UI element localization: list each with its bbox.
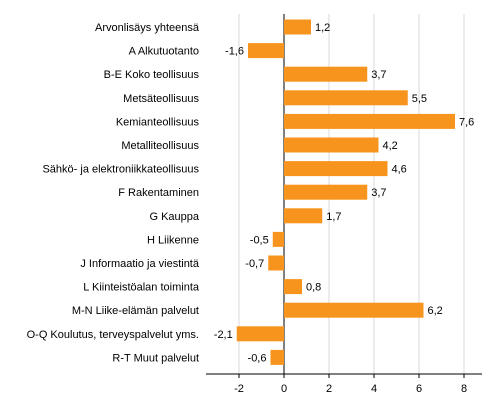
data-label: 1,2 [315,22,330,34]
bar [284,184,368,200]
x-tick-label: 2 [326,383,332,395]
data-label: -0,5 [250,234,269,246]
category-label: Metsäteollisuus [123,93,199,105]
category-label: J Informaatio ja viestintä [80,258,199,270]
data-label: -2,1 [214,329,233,341]
bar [270,349,284,365]
bar [284,113,455,129]
bar [284,90,408,106]
bar [284,279,302,295]
category-label: H Liikenne [147,234,199,246]
bar [284,66,368,82]
category-label: Sähkö- ja elektroniikkateollisuus [42,164,199,176]
data-label: 0,8 [306,282,321,294]
bar [284,302,424,318]
data-label: 6,2 [428,305,443,317]
bar [284,19,311,35]
x-tick-label: 8 [461,383,467,395]
category-label: A Alkutuotanto [129,46,199,58]
data-label: 4,2 [383,140,398,152]
data-label: -1,6 [225,46,244,58]
bar [268,255,284,271]
category-label: Metalliteollisuus [121,140,199,152]
category-label: G Kauppa [149,211,199,223]
category-label: Kemianteollisuus [116,116,200,128]
data-label: 3,7 [371,69,386,81]
data-label: 7,6 [459,116,474,128]
bar [284,208,323,224]
bar [236,326,284,342]
x-tick-label: -2 [234,383,244,395]
bar [284,137,379,153]
category-label: B-E Koko teollisuus [104,69,200,81]
bar [284,161,388,177]
data-label: 1,7 [326,211,341,223]
data-label: 3,7 [371,187,386,199]
category-label: F Rakentaminen [118,187,199,199]
data-label: -0,6 [248,352,267,364]
x-tick-label: 4 [371,383,377,395]
bar [248,43,284,59]
category-label: L Kiinteistöalan toiminta [83,282,200,294]
data-label: 5,5 [412,93,427,105]
category-label: M-N Liike-elämän palvelut [72,305,199,317]
x-tick-label: 6 [416,383,422,395]
data-label: 4,6 [392,164,407,176]
data-label: -0,7 [245,258,264,270]
x-tick-label: 0 [281,383,287,395]
bar [272,231,284,247]
category-label: O-Q Koulutus, terveyspalvelut yms. [27,329,199,341]
category-label: R-T Muut palvelut [112,352,199,364]
category-label: Arvonlisäys yhteensä [95,22,200,34]
